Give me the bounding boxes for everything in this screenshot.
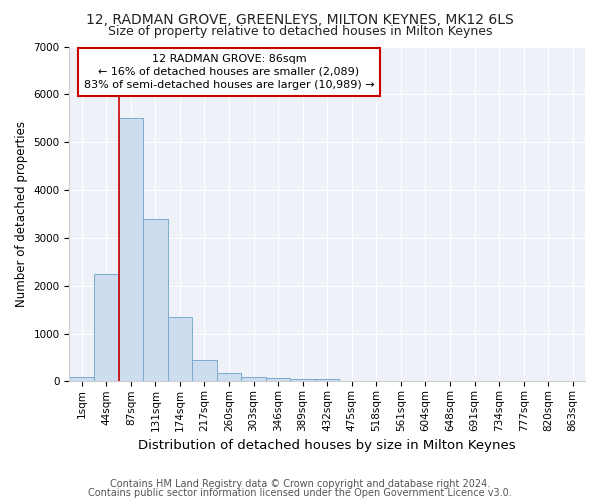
Bar bbox=[290, 379, 315, 382]
Text: Contains public sector information licensed under the Open Government Licence v3: Contains public sector information licen… bbox=[88, 488, 512, 498]
Y-axis label: Number of detached properties: Number of detached properties bbox=[15, 121, 28, 307]
Text: Size of property relative to detached houses in Milton Keynes: Size of property relative to detached ho… bbox=[108, 25, 492, 38]
Bar bbox=[167, 317, 192, 382]
X-axis label: Distribution of detached houses by size in Milton Keynes: Distribution of detached houses by size … bbox=[139, 440, 516, 452]
Bar bbox=[70, 376, 94, 382]
Text: 12 RADMAN GROVE: 86sqm
← 16% of detached houses are smaller (2,089)
83% of semi-: 12 RADMAN GROVE: 86sqm ← 16% of detached… bbox=[83, 54, 374, 90]
Bar bbox=[241, 376, 266, 382]
Text: 12, RADMAN GROVE, GREENLEYS, MILTON KEYNES, MK12 6LS: 12, RADMAN GROVE, GREENLEYS, MILTON KEYN… bbox=[86, 12, 514, 26]
Bar bbox=[94, 274, 119, 382]
Bar bbox=[217, 373, 241, 382]
Text: Contains HM Land Registry data © Crown copyright and database right 2024.: Contains HM Land Registry data © Crown c… bbox=[110, 479, 490, 489]
Bar bbox=[192, 360, 217, 382]
Bar bbox=[143, 218, 167, 382]
Bar bbox=[119, 118, 143, 382]
Bar bbox=[266, 378, 290, 382]
Bar bbox=[315, 379, 340, 382]
